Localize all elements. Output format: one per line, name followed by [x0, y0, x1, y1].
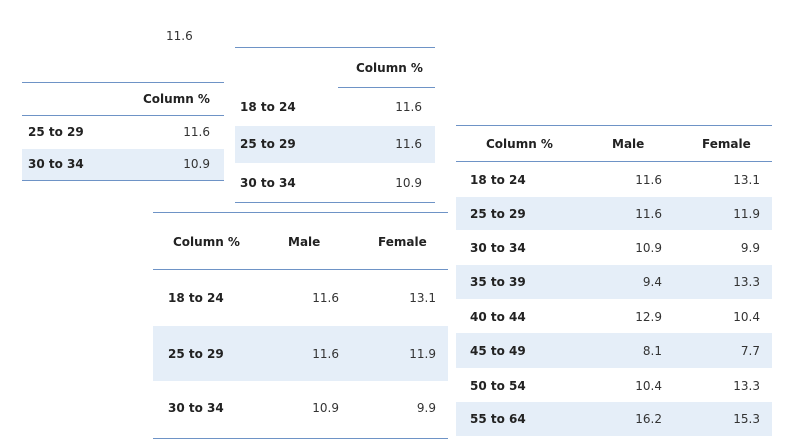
table-row: 25 to 29 11.6 11.9 — [153, 326, 448, 381]
row-label: 25 to 29 — [168, 347, 224, 361]
row-female-value: 9.9 — [740, 241, 760, 255]
row-label: 35 to 39 — [470, 275, 526, 289]
row-female-value: 13.1 — [733, 173, 760, 187]
table-d: Column % Male Female 18 to 24 11.6 13.1 … — [456, 125, 772, 438]
table-rule — [235, 47, 435, 48]
table-rule — [338, 87, 435, 88]
table-row: 30 to 34 10.9 9.9 — [153, 381, 448, 437]
row-label: 30 to 34 — [240, 176, 296, 190]
row-label: 30 to 34 — [168, 401, 224, 415]
table-b: Column % 18 to 24 11.6 25 to 29 11.6 30 … — [235, 47, 435, 203]
row-male-value: 9.4 — [642, 275, 662, 289]
row-female-value: 13.3 — [733, 275, 760, 289]
table-rule — [153, 212, 448, 213]
row-value: 11.6 — [183, 125, 210, 139]
row-value: 11.6 — [395, 100, 422, 114]
row-value: 10.9 — [395, 176, 422, 190]
row-female-value: 13.1 — [409, 291, 436, 305]
column-header: Male — [612, 137, 645, 151]
table-row: 18 to 24 11.6 13.1 — [153, 270, 448, 326]
table-row: 30 to 34 10.9 — [235, 163, 435, 201]
row-label: 40 to 44 — [470, 310, 526, 324]
table-rule — [456, 161, 772, 162]
table-row: 40 to 44 12.9 10.4 — [456, 299, 772, 333]
row-value: 11.6 — [395, 137, 422, 151]
row-female-value: 9.9 — [416, 401, 436, 415]
column-header: Column % — [486, 137, 553, 151]
row-male-value: 11.6 — [635, 207, 662, 221]
row-male-value: 10.9 — [635, 241, 662, 255]
table-rule — [235, 202, 435, 203]
table-rule — [126, 82, 224, 83]
row-male-value: 11.6 — [312, 347, 339, 361]
row-label: 25 to 29 — [240, 137, 296, 151]
table-row: 25 to 29 11.6 — [235, 126, 435, 163]
row-label: 25 to 29 — [470, 207, 526, 221]
column-header: Column % — [143, 92, 210, 106]
table-row: 35 to 39 9.4 13.3 — [456, 265, 772, 299]
table-rule — [22, 115, 224, 116]
row-label: 25 to 29 — [28, 125, 84, 139]
table-row: 45 to 49 8.1 7.7 — [456, 333, 772, 368]
table-rule — [153, 438, 448, 439]
column-header: Male — [288, 235, 321, 249]
row-female-value: 7.7 — [740, 344, 760, 358]
table-rule — [22, 82, 126, 83]
table-row: 55 to 64 16.2 15.3 — [456, 402, 772, 436]
row-female-value: 10.4 — [733, 310, 760, 324]
table-row: 25 to 29 11.6 11.9 — [456, 197, 772, 230]
row-female-value: 11.9 — [733, 207, 760, 221]
table-rule — [456, 125, 772, 126]
table-a: Column % 25 to 29 11.6 30 to 34 10.9 — [22, 82, 224, 182]
row-label: 30 to 34 — [28, 157, 84, 171]
table-row: 30 to 34 10.9 9.9 — [456, 230, 772, 265]
row-male-value: 11.6 — [312, 291, 339, 305]
column-header: Female — [702, 137, 751, 151]
stray-value: 11.6 — [166, 29, 193, 43]
row-label: 30 to 34 — [470, 241, 526, 255]
row-male-value: 10.9 — [312, 401, 339, 415]
table-row: 18 to 24 11.6 — [235, 88, 435, 126]
row-female-value: 11.9 — [409, 347, 436, 361]
row-label: 55 to 64 — [470, 412, 526, 426]
table-row: 50 to 54 10.4 13.3 — [456, 368, 772, 402]
row-label: 18 to 24 — [470, 173, 526, 187]
row-value: 10.9 — [183, 157, 210, 171]
row-male-value: 16.2 — [635, 412, 662, 426]
row-label: 45 to 49 — [470, 344, 526, 358]
table-c: Column % Male Female 18 to 24 11.6 13.1 … — [153, 212, 448, 440]
column-header: Female — [378, 235, 427, 249]
row-male-value: 8.1 — [642, 344, 662, 358]
row-label: 18 to 24 — [168, 291, 224, 305]
row-label: 50 to 54 — [470, 379, 526, 393]
column-header: Column % — [173, 235, 240, 249]
row-label: 18 to 24 — [240, 100, 296, 114]
row-male-value: 10.4 — [635, 379, 662, 393]
row-female-value: 13.3 — [733, 379, 760, 393]
table-rule — [153, 269, 448, 270]
table-row: 18 to 24 11.6 13.1 — [456, 162, 772, 197]
table-rule — [22, 180, 224, 181]
row-male-value: 11.6 — [635, 173, 662, 187]
row-male-value: 12.9 — [635, 310, 662, 324]
table-row: 30 to 34 10.9 — [22, 149, 224, 180]
column-header: Column % — [356, 61, 423, 75]
table-row: 25 to 29 11.6 — [22, 116, 224, 149]
row-female-value: 15.3 — [733, 412, 760, 426]
